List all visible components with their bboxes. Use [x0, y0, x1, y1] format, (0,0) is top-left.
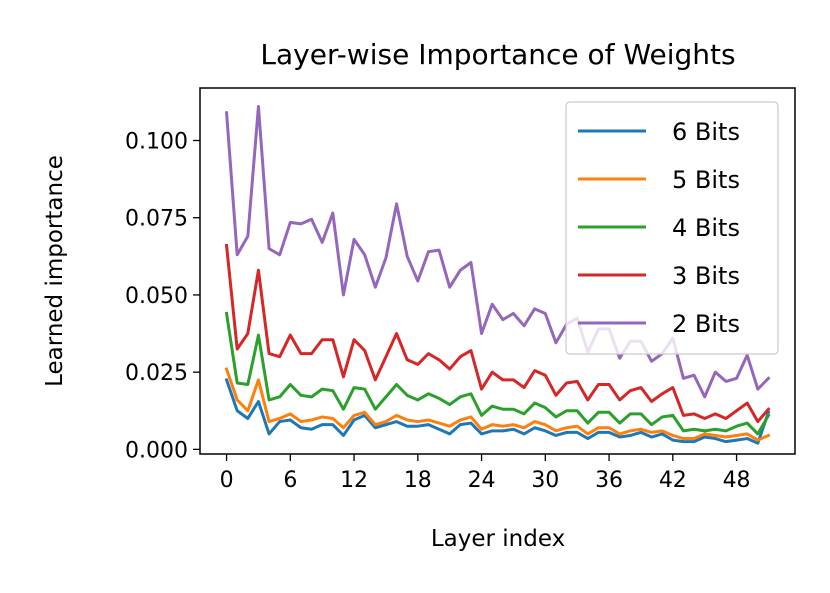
y-tick-label: 0.000: [125, 438, 188, 463]
legend-label: 6 Bits: [672, 118, 740, 146]
x-tick-label: 36: [595, 468, 623, 493]
legend-label: 5 Bits: [672, 166, 740, 194]
x-tick-label: 42: [659, 468, 687, 493]
x-tick-label: 30: [531, 468, 559, 493]
y-tick-label: 0.025: [125, 361, 188, 386]
y-axis-label: Learned importance: [42, 155, 68, 387]
legend-label: 2 Bits: [672, 310, 740, 338]
x-axis-label: Layer index: [431, 526, 565, 552]
x-tick-label: 0: [220, 468, 234, 493]
series-line-6-bits: [224, 377, 771, 445]
legend-box: [565, 101, 779, 355]
x-tick-label: 6: [283, 468, 297, 493]
x-tick-label: 48: [723, 468, 751, 493]
y-tick-label: 0.075: [125, 207, 188, 232]
series-line-2-bits: [224, 105, 771, 399]
chart-title: Layer-wise Importance of Weights: [260, 38, 735, 71]
y-axis-ticks: 0.000 0.025 0.050 0.075 0.100: [125, 130, 200, 463]
legend-label: 4 Bits: [672, 214, 740, 242]
plot-frame: [199, 87, 796, 455]
series-line-4-bits: [224, 311, 771, 436]
series-line-5-bits: [224, 367, 771, 442]
y-tick-label: 0.050: [125, 284, 188, 309]
y-tick-label: 0.100: [125, 130, 188, 155]
x-tick-label: 12: [340, 468, 368, 493]
x-tick-label: 18: [404, 468, 432, 493]
x-axis-ticks: 0 6 12 18 24 30 36 42 48: [220, 454, 751, 493]
series-lines: [224, 105, 771, 445]
legend-label: 3 Bits: [672, 262, 740, 290]
legend: 6 Bits 5 Bits 4 Bits 3 Bits 2 Bits: [565, 101, 779, 355]
series-line-3-bits: [224, 243, 771, 424]
x-tick-label: 24: [468, 468, 496, 493]
